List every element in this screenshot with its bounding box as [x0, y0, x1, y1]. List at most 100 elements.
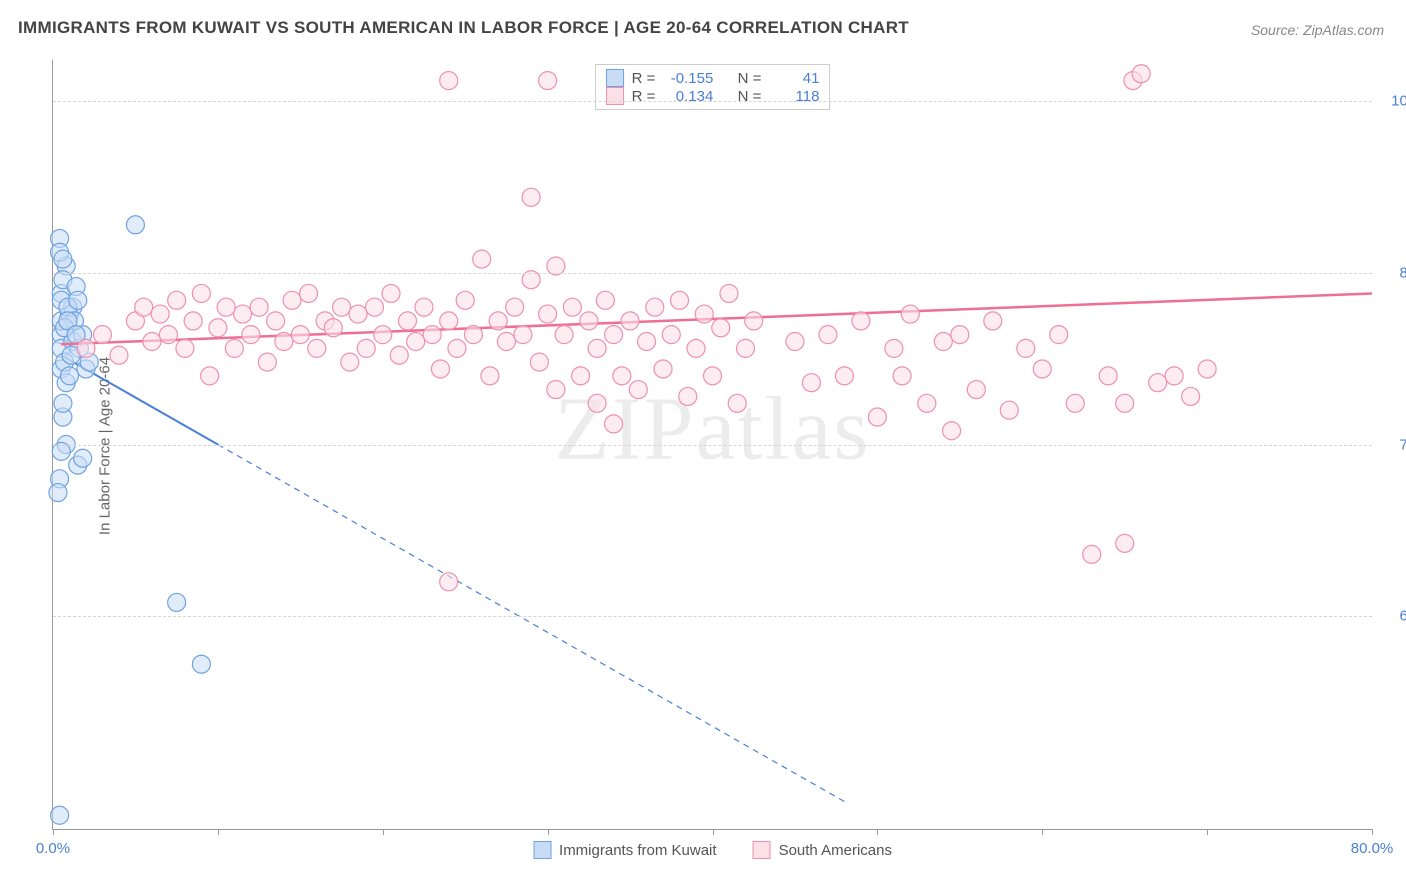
data-point: [605, 326, 623, 344]
data-point: [934, 333, 952, 351]
data-point: [704, 367, 722, 385]
data-point: [489, 312, 507, 330]
data-point: [341, 353, 359, 371]
y-tick-label: 75.0%: [1382, 436, 1406, 453]
data-point: [275, 333, 293, 351]
data-point: [530, 353, 548, 371]
data-point: [901, 305, 919, 323]
legend-item-1: Immigrants from Kuwait: [533, 841, 717, 859]
data-point: [621, 312, 639, 330]
data-point: [786, 333, 804, 351]
data-point: [431, 360, 449, 378]
data-point: [629, 381, 647, 399]
plot-area: ZIPatlas R = -0.155 N = 41 R = 0.134 N =…: [52, 60, 1372, 830]
data-point: [918, 394, 936, 412]
legend-item-2: South Americans: [753, 841, 892, 859]
source-label: Source: ZipAtlas.com: [1251, 22, 1384, 38]
trend-line-dashed: [218, 445, 845, 802]
data-point: [736, 339, 754, 357]
corr-row-2: R = 0.134 N = 118: [606, 87, 820, 105]
data-point: [671, 291, 689, 309]
data-point: [366, 298, 384, 316]
data-point: [398, 312, 416, 330]
data-point: [456, 291, 474, 309]
swatch-bottom-2: [753, 841, 771, 859]
data-point: [308, 339, 326, 357]
data-point: [555, 326, 573, 344]
data-point: [357, 339, 375, 357]
data-point: [1165, 367, 1183, 385]
data-point: [662, 326, 680, 344]
data-point: [1116, 394, 1134, 412]
x-tick: [1207, 829, 1208, 835]
data-point: [563, 298, 581, 316]
data-point: [159, 326, 177, 344]
x-tick-label: 0.0%: [36, 840, 70, 857]
data-point: [1017, 339, 1035, 357]
data-point: [151, 305, 169, 323]
x-tick: [713, 829, 714, 835]
data-point: [728, 394, 746, 412]
data-point: [1033, 360, 1051, 378]
data-point: [250, 298, 268, 316]
data-point: [497, 333, 515, 351]
data-point: [819, 326, 837, 344]
data-point: [242, 326, 260, 344]
r-value-1: -0.155: [663, 70, 713, 87]
data-point: [60, 367, 78, 385]
data-point: [745, 312, 763, 330]
data-point: [324, 319, 342, 337]
data-point: [695, 305, 713, 323]
data-point: [835, 367, 853, 385]
data-point: [1132, 65, 1150, 83]
data-point: [687, 339, 705, 357]
data-point: [605, 415, 623, 433]
x-tick: [53, 829, 54, 835]
data-point: [712, 319, 730, 337]
data-point: [291, 326, 309, 344]
data-point: [126, 216, 144, 234]
legend-bottom: Immigrants from Kuwait South Americans: [533, 841, 892, 859]
data-point: [1116, 534, 1134, 552]
data-point: [349, 305, 367, 323]
data-point: [481, 367, 499, 385]
data-point: [1000, 401, 1018, 419]
data-point: [49, 484, 67, 502]
data-point: [77, 339, 95, 357]
x-tick-label: 80.0%: [1351, 840, 1394, 857]
data-point: [588, 394, 606, 412]
grid-line: [53, 616, 1372, 617]
grid-line: [53, 445, 1372, 446]
data-point: [1198, 360, 1216, 378]
grid-line: [53, 273, 1372, 274]
y-tick-label: 87.5%: [1382, 264, 1406, 281]
data-point: [143, 333, 161, 351]
data-point: [267, 312, 285, 330]
data-point: [423, 326, 441, 344]
data-point: [51, 806, 69, 824]
data-point: [1149, 374, 1167, 392]
swatch-series-1: [606, 69, 624, 87]
swatch-series-2: [606, 87, 624, 105]
data-point: [1182, 387, 1200, 405]
data-point: [168, 291, 186, 309]
chart-container: IMMIGRANTS FROM KUWAIT VS SOUTH AMERICAN…: [0, 0, 1406, 892]
data-point: [225, 339, 243, 357]
data-point: [539, 72, 557, 90]
legend-label-2: South Americans: [779, 842, 892, 859]
data-point: [201, 367, 219, 385]
data-point: [984, 312, 1002, 330]
y-tick-label: 62.5%: [1382, 608, 1406, 625]
data-point: [547, 381, 565, 399]
data-point: [390, 346, 408, 364]
data-point: [440, 72, 458, 90]
data-point: [588, 339, 606, 357]
data-point: [440, 573, 458, 591]
data-point: [572, 367, 590, 385]
data-point: [382, 284, 400, 302]
data-point: [283, 291, 301, 309]
data-point: [415, 298, 433, 316]
data-point: [448, 339, 466, 357]
data-point: [951, 326, 969, 344]
data-point: [679, 387, 697, 405]
